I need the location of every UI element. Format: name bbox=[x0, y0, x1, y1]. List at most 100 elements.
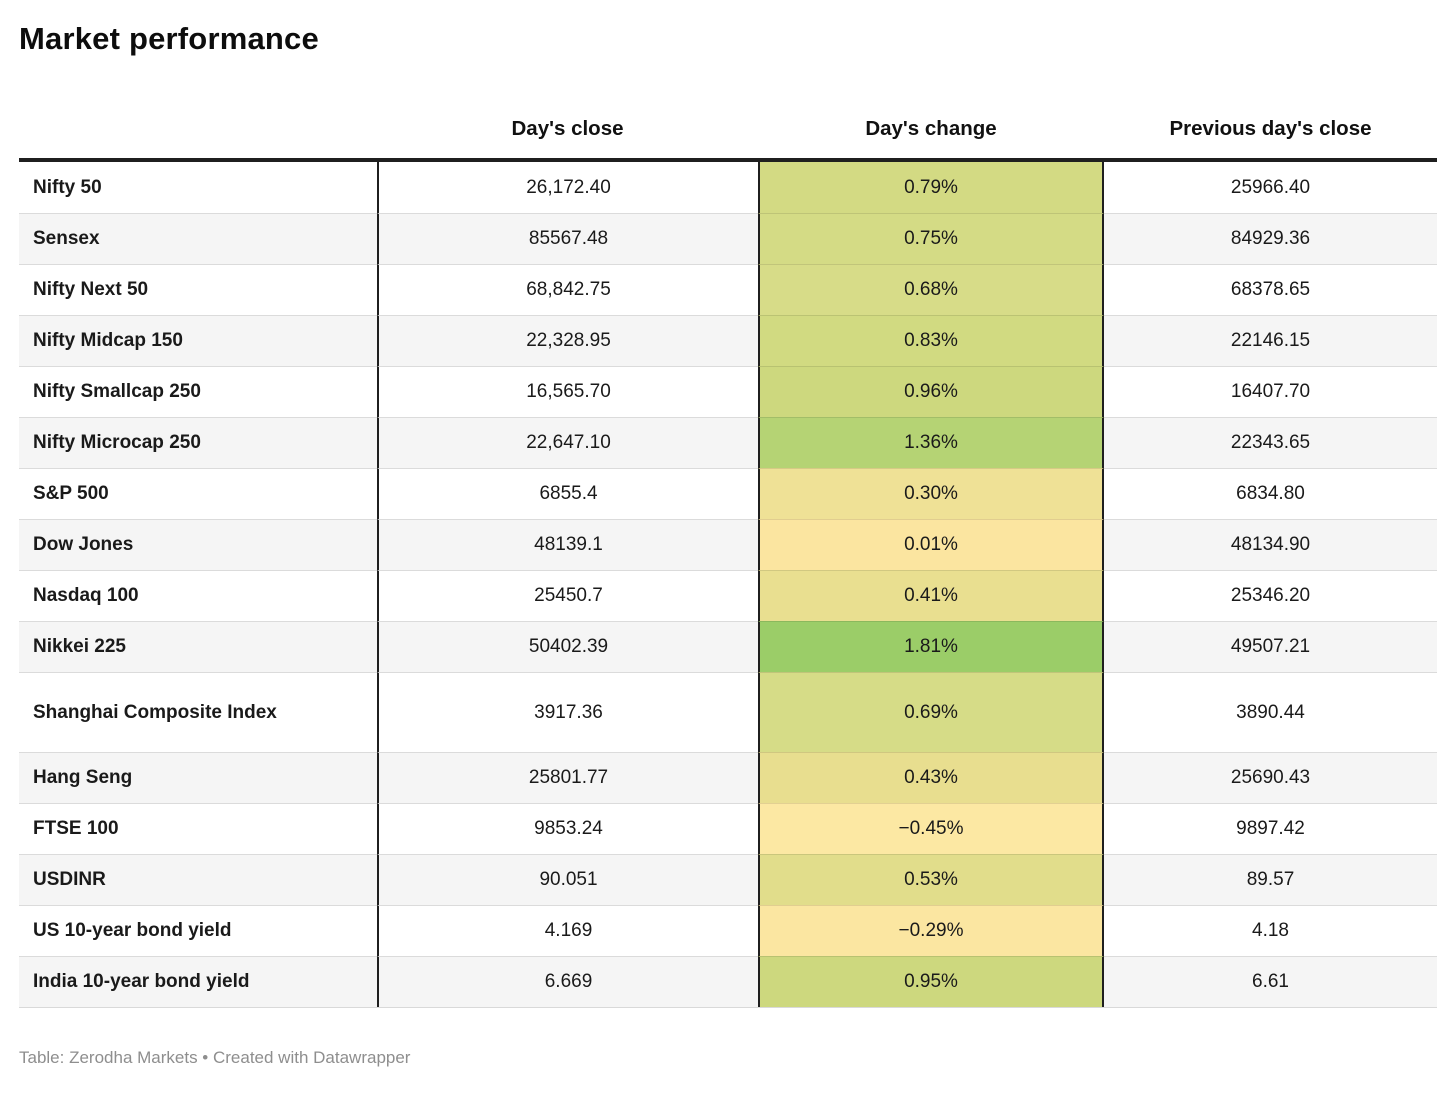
table-row: Nifty 50 26,172.40 0.79% 25966.40 bbox=[19, 162, 1437, 213]
cell-days-change: 1.36% bbox=[758, 417, 1104, 468]
cell-previous-days-close: 48134.90 bbox=[1104, 519, 1437, 570]
cell-days-close: 50402.39 bbox=[377, 621, 758, 672]
table-row: Nikkei 225 50402.39 1.81% 49507.21 bbox=[19, 621, 1437, 672]
cell-days-change: 0.96% bbox=[758, 366, 1104, 417]
cell-previous-days-close: 25966.40 bbox=[1230, 176, 1311, 198]
cell-days-change: 0.43% bbox=[758, 752, 1104, 803]
row-label: S&P 500 bbox=[19, 468, 377, 519]
cell-days-change: 0.41% bbox=[758, 570, 1104, 621]
column-header-row: Day's close Day's change Previous day's … bbox=[19, 117, 1437, 158]
table-row: S&P 500 6855.4 0.30% 6834.80 bbox=[19, 468, 1437, 519]
row-label-text: S&P 500 bbox=[33, 483, 109, 505]
cell-days-close: 9853.24 bbox=[377, 803, 758, 854]
cell-days-change: 0.53% bbox=[758, 854, 1104, 905]
cell-days-close: 6855.4 bbox=[377, 468, 758, 519]
row-label-text: Nasdaq 100 bbox=[33, 585, 139, 607]
row-label-text: Nifty Next 50 bbox=[33, 279, 149, 301]
cell-previous-days-close: 25346.20 bbox=[1104, 570, 1437, 621]
cell-previous-days-close: 89.57 bbox=[1104, 854, 1437, 905]
cell-days-close: 25801.77 bbox=[377, 752, 758, 803]
row-label-text: Nifty Midcap 150 bbox=[33, 330, 183, 352]
table-row: Nifty Next 50 68,842.75 0.68% 68378.65 bbox=[19, 264, 1437, 315]
table-row: FTSE 100 9853.24 −0.45% 9897.42 bbox=[19, 803, 1437, 854]
table-row: Sensex 85567.48 0.75% 84929.36 bbox=[19, 213, 1437, 264]
cell-days-change: 0.30% bbox=[758, 468, 1104, 519]
column-header-days-close: Day's close bbox=[511, 117, 624, 140]
cell-days-close: 22,328.95 bbox=[377, 315, 758, 366]
row-label: Sensex bbox=[19, 213, 377, 264]
cell-days-close: 6.669 bbox=[377, 956, 758, 1007]
table-row: India 10-year bond yield 6.669 0.95% 6.6… bbox=[19, 956, 1437, 1007]
row-label-text: Nifty Microcap 250 bbox=[33, 432, 201, 454]
row-label-text: USDINR bbox=[33, 869, 106, 891]
cell-days-close: 26,172.40 bbox=[377, 162, 758, 213]
cell-days-change: 0.68% bbox=[758, 264, 1104, 315]
row-label-text: FTSE 100 bbox=[33, 818, 119, 840]
cell-days-close: 25450.7 bbox=[377, 570, 758, 621]
row-label: Shanghai Composite Index bbox=[19, 672, 377, 752]
row-label: India 10-year bond yield bbox=[19, 956, 377, 1007]
attribution-footer: Table: Zerodha Markets • Created with Da… bbox=[19, 1048, 411, 1067]
cell-days-close: 85567.48 bbox=[377, 213, 758, 264]
column-header-days-change: Day's change bbox=[865, 117, 997, 140]
cell-days-change: 0.01% bbox=[758, 519, 1104, 570]
cell-previous-days-close: 68378.65 bbox=[1104, 264, 1437, 315]
table-body: Nifty 50 26,172.40 0.79% 25966.40 Sensex… bbox=[19, 158, 1437, 1008]
cell-previous-days-close: 49507.21 bbox=[1104, 621, 1437, 672]
row-label: Nifty 50 bbox=[19, 162, 377, 213]
row-label: Nikkei 225 bbox=[19, 621, 377, 672]
cell-days-change: 0.79% bbox=[758, 162, 1104, 213]
cell-days-close: 16,565.70 bbox=[377, 366, 758, 417]
row-label-text: Sensex bbox=[33, 228, 100, 250]
cell-previous-days-close: 22146.15 bbox=[1104, 315, 1437, 366]
cell-days-close: 4.169 bbox=[377, 905, 758, 956]
table-row: USDINR 90.051 0.53% 89.57 bbox=[19, 854, 1437, 905]
row-label: USDINR bbox=[19, 854, 377, 905]
row-label-text: US 10-year bond yield bbox=[33, 920, 232, 942]
row-label: Nifty Next 50 bbox=[19, 264, 377, 315]
table-row: Nifty Smallcap 250 16,565.70 0.96% 16407… bbox=[19, 366, 1437, 417]
cell-days-change: 0.75% bbox=[758, 213, 1104, 264]
cell-previous-days-close: 25690.43 bbox=[1104, 752, 1437, 803]
cell-days-change: −0.29% bbox=[758, 905, 1104, 956]
cell-previous-days-close: 6834.80 bbox=[1104, 468, 1437, 519]
cell-days-close: 68,842.75 bbox=[377, 264, 758, 315]
row-label-text: Nifty Smallcap 250 bbox=[33, 381, 201, 403]
cell-days-change: 1.81% bbox=[758, 621, 1104, 672]
row-label-text: Dow Jones bbox=[33, 534, 134, 556]
cell-previous-days-close: 3890.44 bbox=[1104, 672, 1437, 752]
row-label-text: Hang Seng bbox=[33, 767, 133, 789]
table-row: Nifty Microcap 250 22,647.10 1.36% 22343… bbox=[19, 417, 1437, 468]
table-row: Nasdaq 100 25450.7 0.41% 25346.20 bbox=[19, 570, 1437, 621]
cell-days-change: −0.45% bbox=[758, 803, 1104, 854]
row-label: Nifty Microcap 250 bbox=[19, 417, 377, 468]
cell-previous-days-close: 84929.36 bbox=[1104, 213, 1437, 264]
row-label: Hang Seng bbox=[19, 752, 377, 803]
cell-previous-days-close: 9897.42 bbox=[1104, 803, 1437, 854]
table-row: Shanghai Composite Index 3917.36 0.69% 3… bbox=[19, 672, 1437, 752]
cell-previous-days-close: 22343.65 bbox=[1104, 417, 1437, 468]
cell-days-close: 48139.1 bbox=[377, 519, 758, 570]
cell-days-close: 90.051 bbox=[377, 854, 758, 905]
row-label-text: India 10-year bond yield bbox=[33, 971, 250, 993]
row-label: Dow Jones bbox=[19, 519, 377, 570]
row-label: Nasdaq 100 bbox=[19, 570, 377, 621]
page-title: Market performance bbox=[19, 21, 319, 56]
row-label-text: Nifty 50 bbox=[33, 176, 102, 198]
cell-previous-days-close: 4.18 bbox=[1104, 905, 1437, 956]
row-label-text: Nikkei 225 bbox=[33, 636, 126, 658]
cell-previous-days-close: 6.61 bbox=[1104, 956, 1437, 1007]
column-header-previous-days-close: Previous day's close bbox=[1169, 117, 1372, 140]
row-label: Nifty Smallcap 250 bbox=[19, 366, 377, 417]
table-row: US 10-year bond yield 4.169 −0.29% 4.18 bbox=[19, 905, 1437, 956]
cell-previous-days-close: 16407.70 bbox=[1104, 366, 1437, 417]
row-label: US 10-year bond yield bbox=[19, 905, 377, 956]
table-row: Dow Jones 48139.1 0.01% 48134.90 bbox=[19, 519, 1437, 570]
row-label-text: Shanghai Composite Index bbox=[33, 701, 277, 723]
row-label: FTSE 100 bbox=[19, 803, 377, 854]
row-label: Nifty Midcap 150 bbox=[19, 315, 377, 366]
cell-days-close: 22,647.10 bbox=[377, 417, 758, 468]
cell-days-change: 0.95% bbox=[758, 956, 1104, 1007]
table-row: Hang Seng 25801.77 0.43% 25690.43 bbox=[19, 752, 1437, 803]
